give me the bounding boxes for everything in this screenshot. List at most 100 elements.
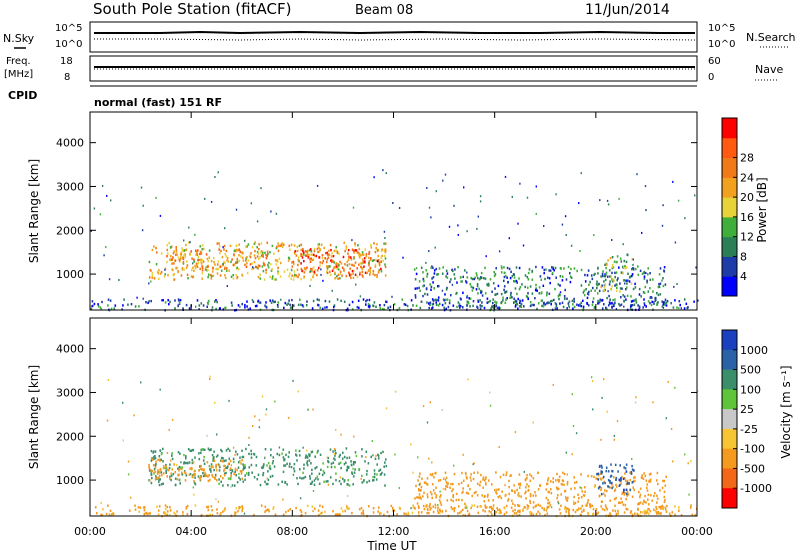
- data-cell: [651, 499, 654, 502]
- data-cell: [227, 447, 229, 451]
- data-cell: [326, 260, 328, 264]
- data-cell: [428, 511, 430, 515]
- data-cell: [244, 263, 246, 266]
- data-cell: [188, 307, 191, 310]
- data-cell: [384, 257, 387, 260]
- data-cell: [164, 511, 166, 514]
- data-cell: [529, 304, 532, 308]
- data-cell: [556, 486, 558, 489]
- data-cell: [339, 277, 341, 280]
- data-cell: [236, 453, 239, 456]
- data-cell: [364, 271, 367, 274]
- data-cell: [590, 475, 593, 478]
- data-cell: [346, 468, 348, 472]
- data-cell: [613, 260, 616, 263]
- data-cell: [197, 475, 200, 478]
- data-cell: [158, 474, 161, 478]
- data-cell: [437, 304, 440, 307]
- data-cell: [679, 303, 681, 307]
- data-cell: [439, 509, 442, 513]
- data-cell: [473, 504, 476, 507]
- data-cell: [672, 460, 674, 463]
- data-cell: [183, 249, 186, 252]
- data-cell: [559, 291, 562, 294]
- data-cell: [207, 268, 209, 272]
- data-cell: [618, 478, 621, 481]
- data-cell: [580, 172, 582, 175]
- data-cell: [621, 475, 623, 479]
- data-cell: [543, 301, 545, 304]
- data-cell: [445, 307, 447, 310]
- data-cell: [453, 472, 456, 476]
- data-cell: [233, 484, 236, 487]
- data-cell: [606, 508, 608, 511]
- data-cell: [379, 473, 382, 476]
- y-tick-label: 3000: [56, 386, 84, 399]
- data-cell: [149, 512, 151, 515]
- data-cell: [648, 503, 650, 506]
- date-label: 11/Jun/2014: [585, 2, 670, 18]
- data-cell: [597, 272, 599, 275]
- data-cell: [423, 279, 425, 283]
- data-cell: [486, 283, 488, 286]
- data-cell: [599, 300, 601, 303]
- data-cell: [281, 242, 284, 245]
- data-cell: [465, 472, 467, 476]
- data-cell: [620, 260, 623, 263]
- data-cell: [266, 254, 268, 258]
- data-cell: [664, 506, 667, 509]
- data-cell: [612, 279, 615, 282]
- data-cell: [498, 508, 501, 511]
- data-cell: [216, 300, 218, 304]
- data-cell: [403, 303, 406, 306]
- data-cell: [483, 277, 485, 280]
- data-cell: [340, 482, 342, 486]
- data-cell: [622, 279, 625, 282]
- data-cell: [637, 508, 639, 511]
- data-cell: [603, 480, 605, 484]
- data-cell: [467, 378, 469, 381]
- data-cell: [557, 283, 560, 286]
- data-cell: [532, 501, 535, 504]
- data-cell: [534, 289, 537, 292]
- data-cell: [618, 197, 620, 200]
- data-cell: [493, 274, 496, 278]
- data-cell: [206, 257, 209, 261]
- data-cell: [634, 512, 636, 515]
- data-cell: [384, 461, 386, 464]
- data-cell: [502, 299, 504, 302]
- data-cell: [110, 307, 113, 310]
- data-cell: [193, 480, 195, 483]
- data-cell: [560, 504, 562, 507]
- data-cell: [259, 483, 262, 487]
- data-cell: [209, 375, 211, 378]
- data-cell: [283, 306, 285, 310]
- data-cell: [239, 470, 242, 473]
- data-cell: [301, 304, 304, 307]
- data-cell: [202, 304, 205, 307]
- data-cell: [613, 489, 616, 492]
- data-cell: [444, 488, 447, 491]
- data-cell: [687, 306, 689, 309]
- data-cell: [303, 276, 305, 280]
- data-cell: [167, 468, 170, 472]
- data-cell: [624, 282, 626, 285]
- data-cell: [625, 498, 627, 501]
- data-cell: [487, 479, 490, 482]
- data-cell: [546, 291, 548, 294]
- data-cell: [277, 301, 279, 304]
- data-cell: [156, 505, 158, 508]
- data-cell: [587, 474, 589, 478]
- data-cell: [244, 464, 246, 467]
- data-cell: [611, 265, 614, 269]
- data-cell: [272, 460, 274, 463]
- data-cell: [451, 283, 454, 286]
- data-cell: [505, 504, 508, 508]
- data-cell: [352, 206, 355, 209]
- data-cell: [451, 507, 454, 511]
- data-cell: [162, 299, 164, 302]
- data-cell: [179, 257, 182, 260]
- data-cell: [334, 266, 336, 269]
- data-cell: [269, 251, 271, 254]
- data-cell: [338, 252, 340, 256]
